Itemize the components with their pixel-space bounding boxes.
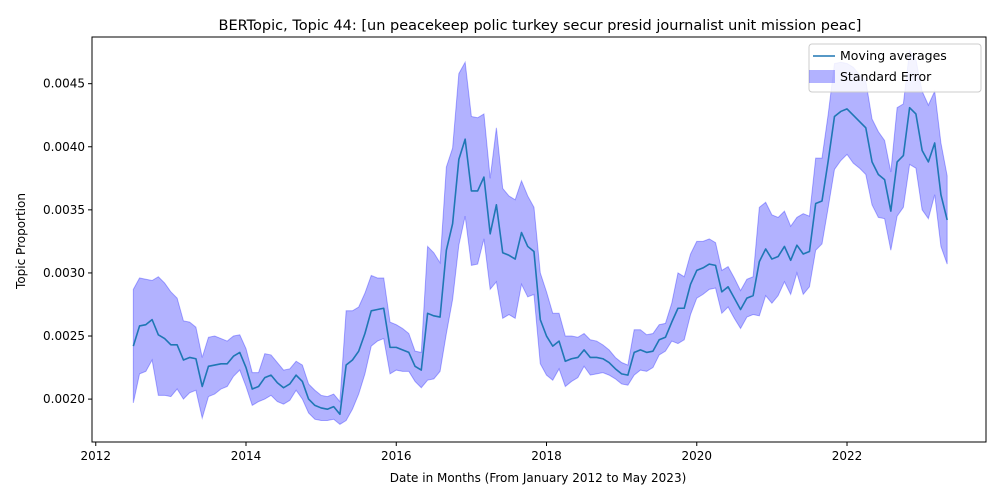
legend-band-swatch [809,70,835,83]
y-tick-label: 0.0045 [43,77,85,91]
legend-box [808,43,982,93]
legend-label-moving-averages: Moving averages [840,48,947,63]
x-tick-label: 2018 [531,449,562,463]
x-tick-label: 2016 [381,449,412,463]
y-tick-label: 0.0025 [43,329,85,343]
standard-error-band [132,49,948,425]
y-tick-label: 0.0030 [43,266,85,280]
axes-frame [91,36,987,443]
y-tick-label: 0.0020 [43,392,85,406]
y-axis-label: Topic Proportion [14,193,28,290]
axes: 2012 2014 2016 2018 2020 2022 0.0020 0.0025 0.00… [43,36,987,463]
y-tick-label: 0.0040 [43,140,85,154]
x-tick-label: 2020 [681,449,712,463]
x-axis-label: Date in Months (From January 2012 to May… [390,471,687,485]
legend: Moving averages Standard Error [808,43,982,93]
chart-title: BERTopic, Topic 44: [un peacekeep polic … [219,18,862,34]
moving-average-line [132,106,948,416]
plot-area [132,49,948,425]
legend-label-standard-error: Standard Error [840,69,932,84]
x-tick-label: 2022 [832,449,863,463]
x-tick-label: 2012 [80,449,111,463]
y-tick-label: 0.0035 [43,203,85,217]
x-tick-label: 2014 [231,449,262,463]
